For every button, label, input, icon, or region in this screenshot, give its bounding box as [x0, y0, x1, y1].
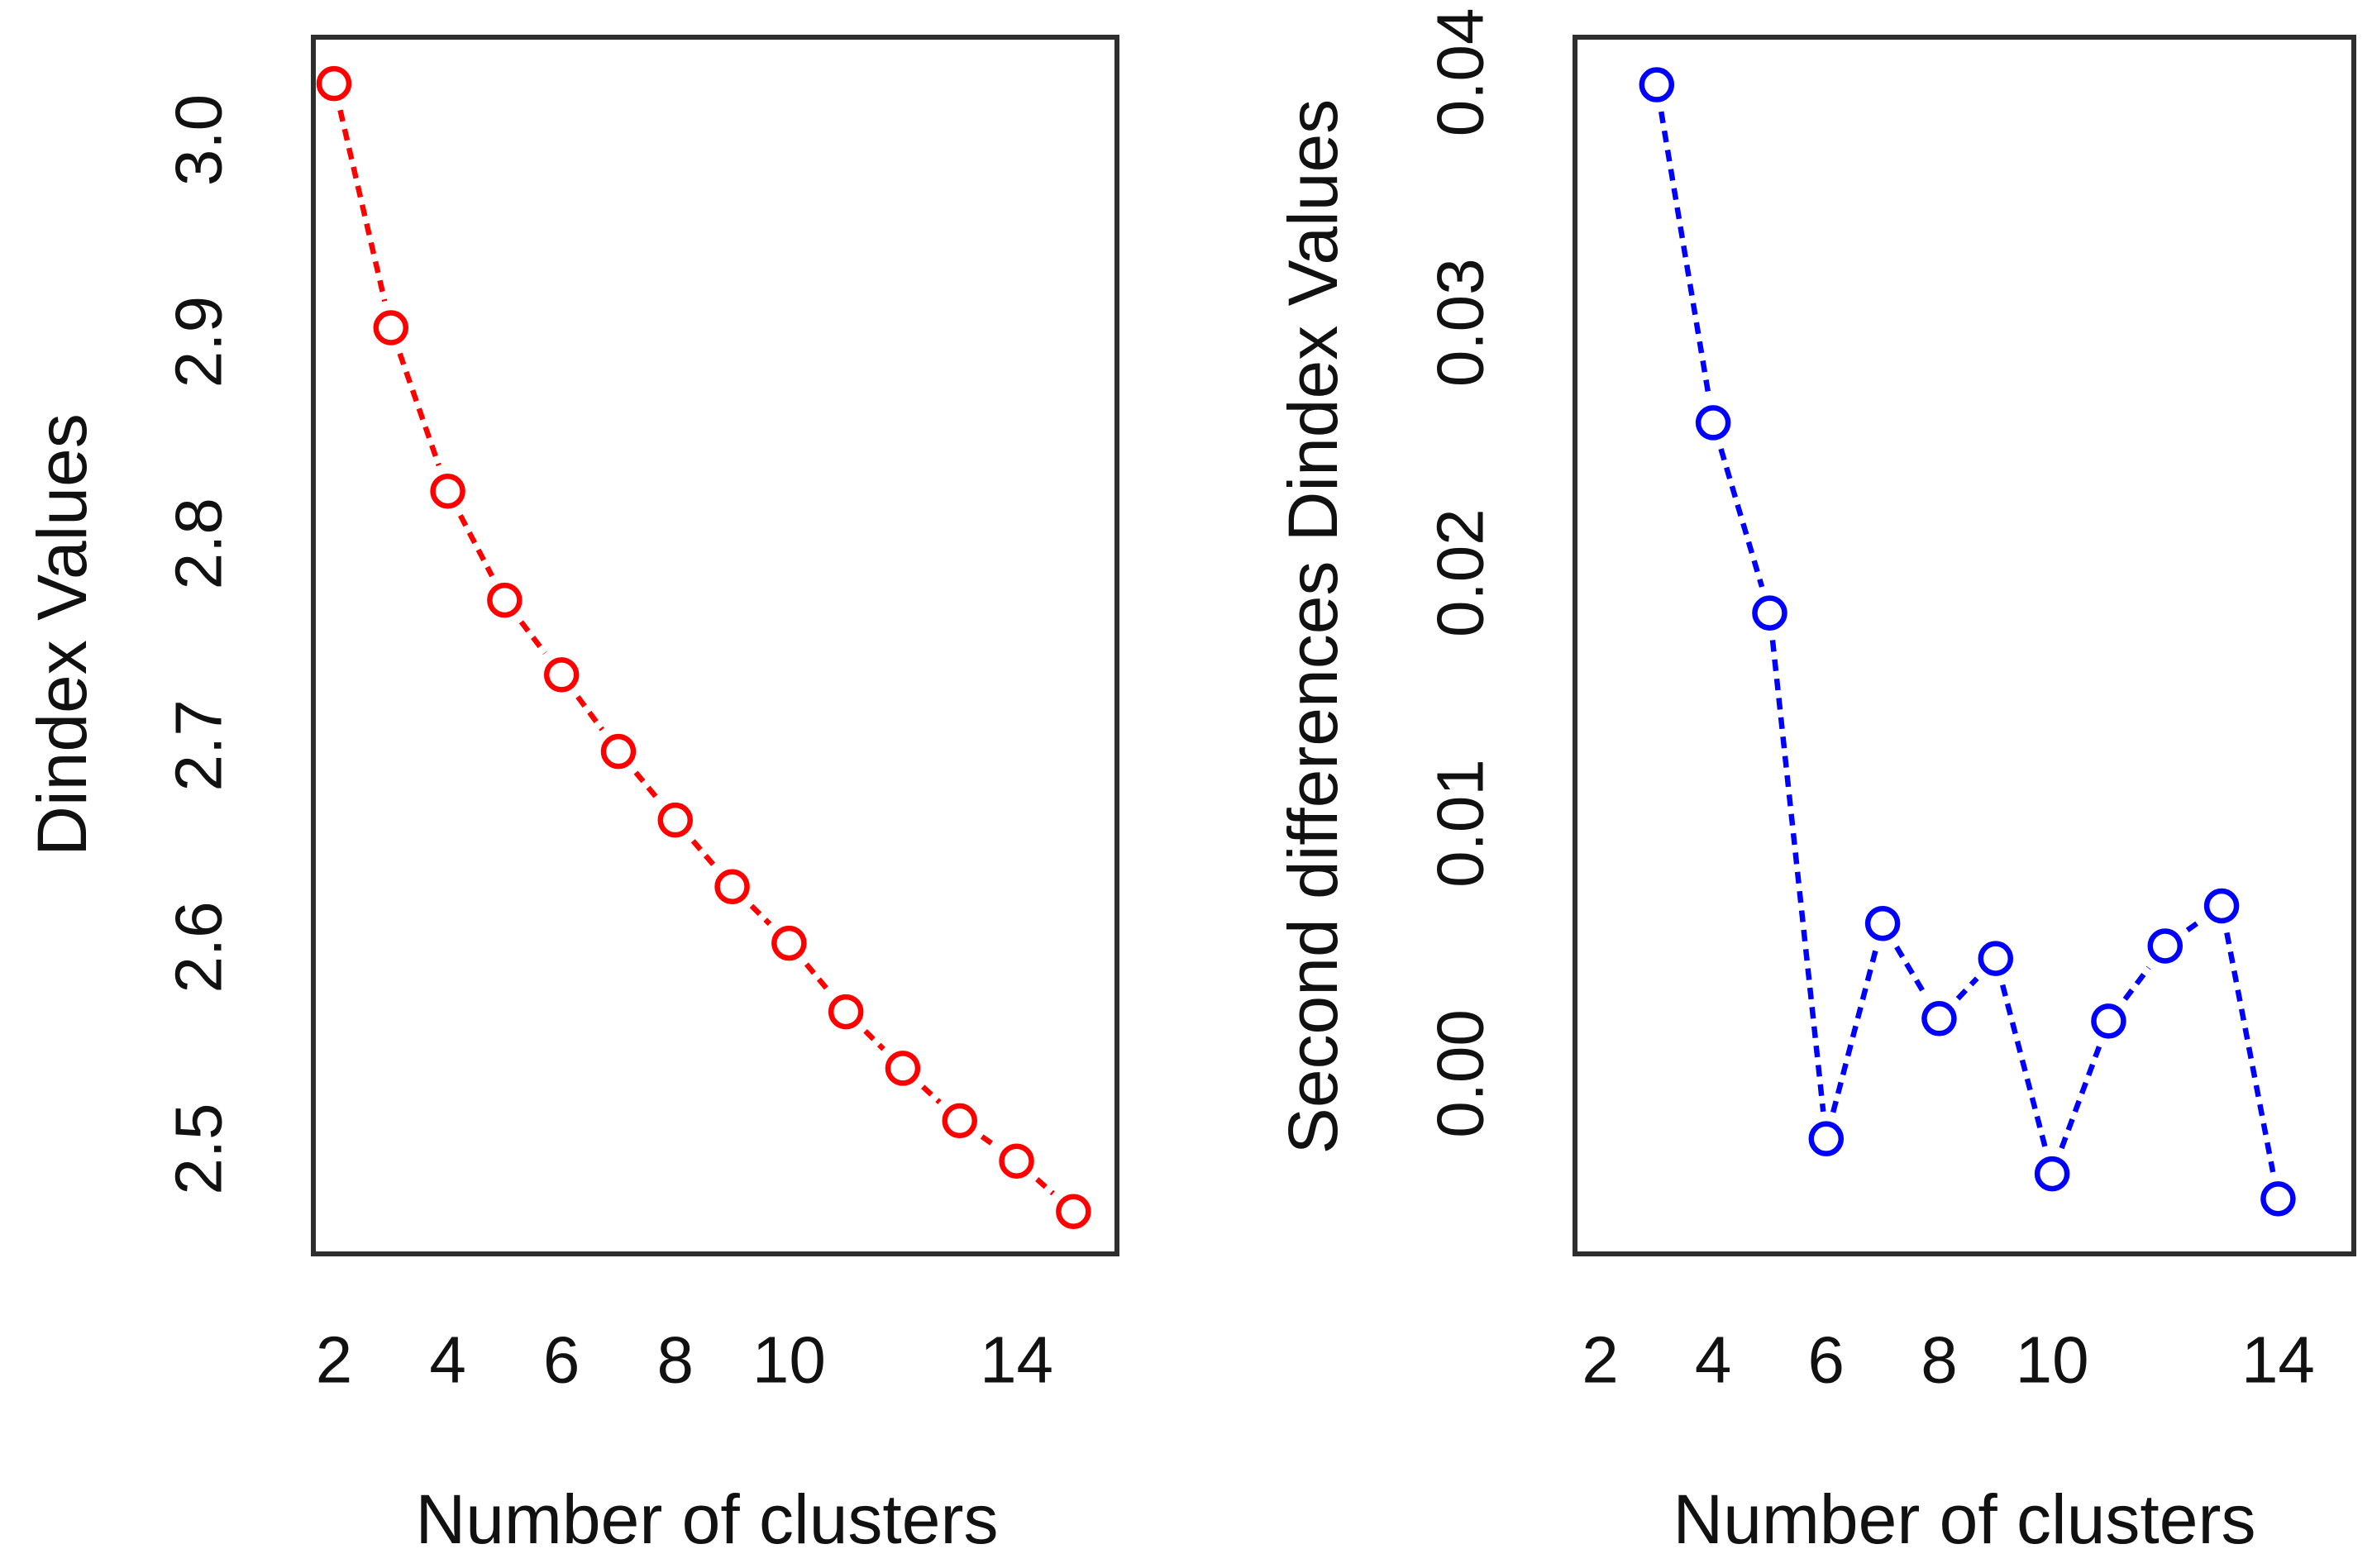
plot-box: [1573, 35, 2356, 1256]
data-point: [771, 925, 807, 961]
x-tick-label: 14: [2241, 1323, 2315, 1397]
series-segment: [2122, 965, 2151, 1001]
series-segment: [2185, 919, 2202, 933]
dindex-plot-frame: [311, 35, 1119, 1256]
data-point: [942, 1103, 978, 1139]
data-point: [487, 582, 523, 618]
series-segment: [457, 514, 494, 578]
data-point: [714, 869, 750, 904]
series-segment: [921, 1084, 942, 1104]
y-tick-label: 0.04: [1424, 8, 1497, 137]
series-segment: [1830, 949, 1878, 1113]
series-segment: [633, 770, 661, 801]
y-tick-label: 2.7: [162, 699, 236, 791]
series-segment: [518, 620, 547, 655]
x-tick-label: 6: [543, 1323, 580, 1397]
series-segment: [2224, 932, 2276, 1173]
dindex-xtick-labels: 2 4 6 8 10 14: [316, 1323, 1053, 1397]
data-point: [2147, 928, 2183, 964]
x-tick-label: 8: [1921, 1323, 1958, 1397]
data-point: [373, 310, 409, 346]
data-point: [885, 1051, 921, 1086]
data-point: [600, 733, 637, 770]
series-segment: [863, 1029, 885, 1051]
dindex-plot: 2 4 6 8 10 14 2.5 2.6 2.7 2.8 2.9 3.0 Number of cl…: [23, 35, 1119, 1558]
dindex-series: [316, 65, 1091, 1229]
second-diff-xaxis-title: Number of clusters: [1673, 1480, 2256, 1558]
series-segment: [980, 1134, 996, 1148]
data-point: [1978, 941, 2014, 976]
second-diff-ytick-labels: 0.00 0.01 0.02 0.03 0.04: [1424, 8, 1497, 1138]
second-diff-xtick-labels: 2 4 6 8 10 14: [1582, 1323, 2315, 1397]
data-point: [543, 657, 580, 693]
dindex-xaxis-title: Number of clusters: [416, 1480, 999, 1558]
y-tick-label: 2.9: [162, 296, 236, 388]
data-point: [657, 802, 694, 838]
x-tick-label: 6: [1808, 1323, 1845, 1397]
series-segment: [1955, 976, 1979, 1001]
data-point: [1808, 1121, 1845, 1156]
x-tick-label: 2: [316, 1323, 353, 1397]
x-tick-label: 4: [429, 1323, 466, 1397]
plot-box: [311, 35, 1119, 1256]
series-segment: [575, 694, 604, 732]
series-segment: [804, 962, 831, 993]
series-segment: [690, 839, 717, 868]
x-tick-label: 8: [657, 1323, 694, 1397]
dindex-ytick-labels: 2.5 2.6 2.7 2.8 2.9 3.0: [162, 94, 236, 1195]
x-tick-label: 4: [1695, 1323, 1732, 1397]
data-point: [1752, 595, 1787, 631]
y-tick-label: 0.03: [1424, 258, 1497, 387]
x-tick-label: 2: [1582, 1323, 1619, 1397]
data-point: [430, 474, 465, 509]
data-point: [2091, 1003, 2126, 1039]
series-segment: [2059, 1046, 2102, 1150]
series-segment: [1718, 448, 1765, 588]
series-segment: [397, 352, 441, 467]
data-point: [1864, 905, 1901, 941]
data-point: [2260, 1181, 2296, 1217]
second-diff-yaxis-title: Second differences Dindex Values: [1274, 99, 1352, 1154]
series-segment: [337, 109, 388, 303]
data-point: [828, 994, 864, 1030]
y-tick-label: 2.6: [162, 901, 236, 993]
series-segment: [749, 903, 772, 927]
y-tick-label: 3.0: [162, 94, 236, 186]
data-point: [2034, 1156, 2070, 1192]
data-point: [999, 1143, 1034, 1179]
second-diff-plot-frame: [1573, 35, 2356, 1256]
x-tick-label: 10: [752, 1323, 826, 1397]
y-tick-label: 0.02: [1424, 508, 1497, 637]
second-diff-plot: 2 4 6 8 10 14 0.00 0.01 0.02 0.03 0.04 Number of …: [1274, 8, 2356, 1558]
series-segment: [1769, 640, 1826, 1113]
data-point: [1056, 1194, 1091, 1229]
x-tick-label: 10: [2016, 1323, 2089, 1397]
second-diff-series: [1639, 67, 2296, 1217]
series-segment: [1894, 945, 1928, 997]
y-tick-label: 2.5: [162, 1103, 236, 1194]
y-tick-label: 0.01: [1424, 759, 1497, 888]
data-point: [1695, 405, 1731, 441]
y-tick-label: 2.8: [162, 498, 236, 589]
dindex-yaxis-title: Dindex Values: [23, 413, 101, 855]
series-segment: [1658, 111, 1711, 397]
series-segment: [1035, 1177, 1055, 1196]
x-tick-label: 14: [980, 1323, 1053, 1397]
data-point: [316, 65, 352, 102]
y-tick-label: 0.00: [1424, 1009, 1497, 1138]
data-point: [1639, 67, 1675, 102]
data-point: [1921, 1001, 1957, 1037]
series-segment: [2000, 984, 2048, 1148]
data-point: [2203, 888, 2240, 924]
